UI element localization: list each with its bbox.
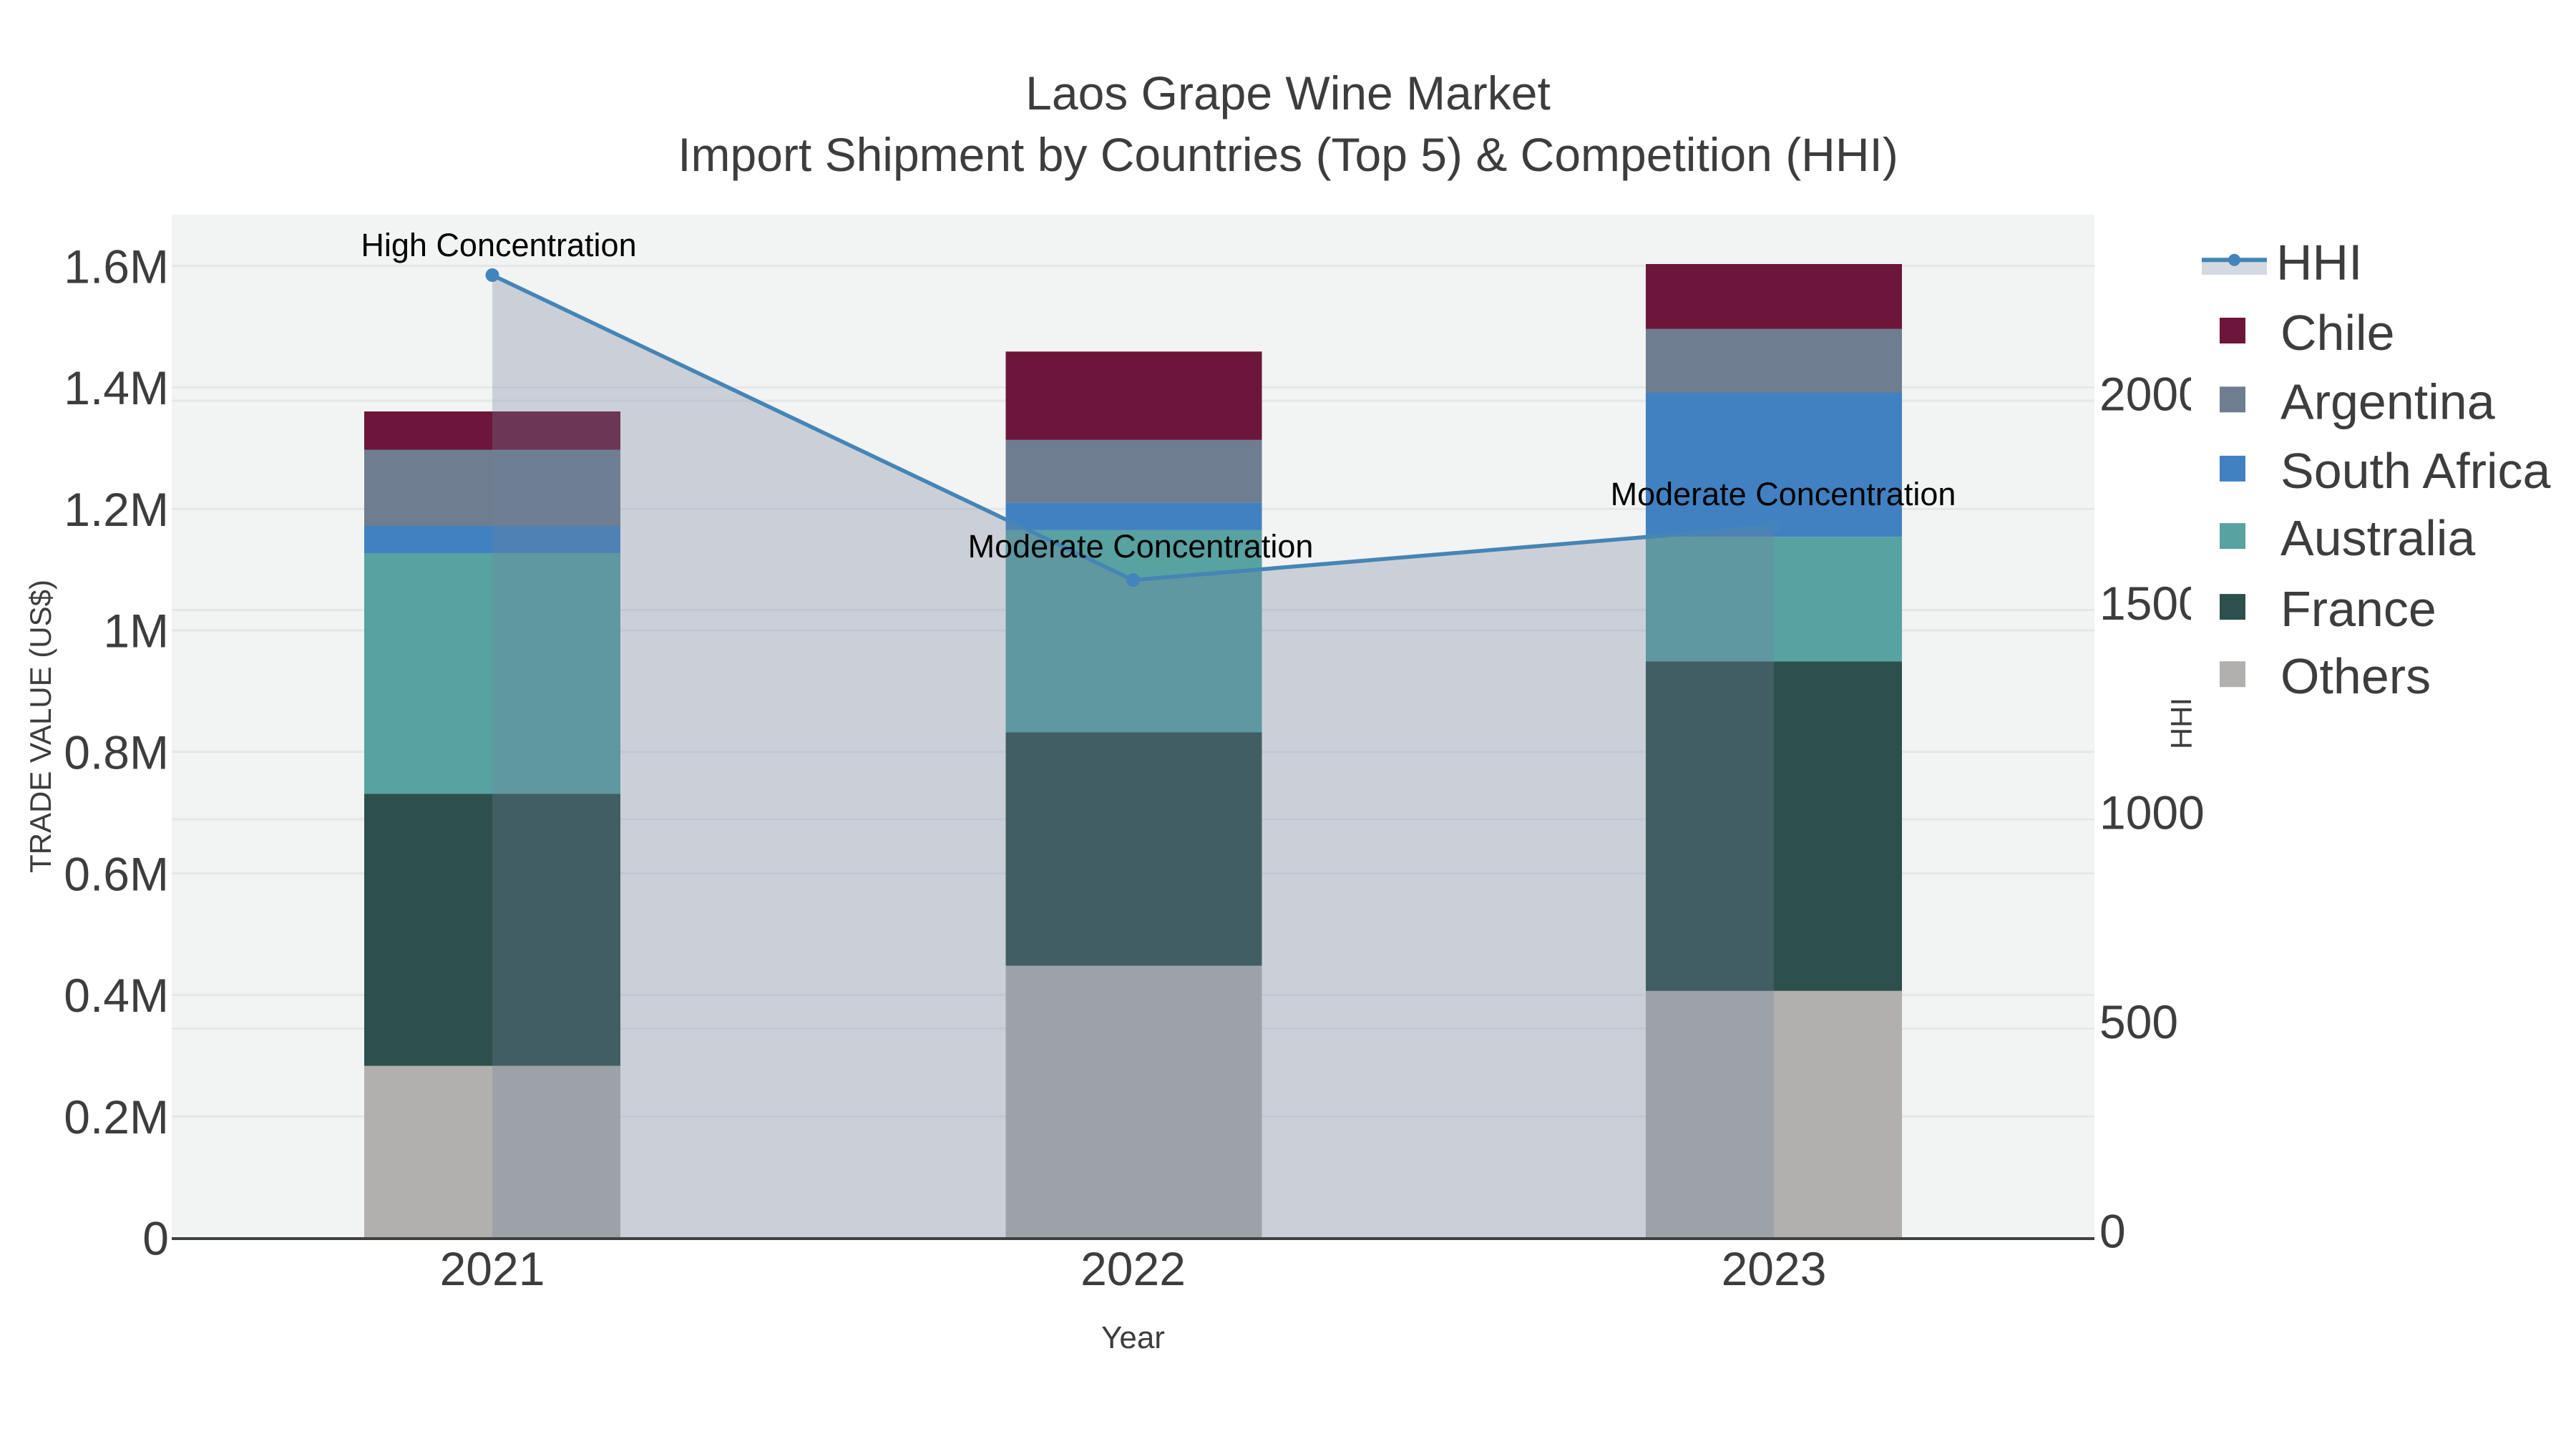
svg-text:0.6M: 0.6M (64, 847, 169, 900)
svg-text:0: 0 (2099, 1205, 2126, 1258)
svg-text:Australia: Australia (2280, 510, 2475, 566)
svg-text:Argentina: Argentina (2280, 374, 2495, 429)
svg-text:TRADE VALUE (US$): TRADE VALUE (US$) (24, 580, 57, 873)
svg-text:2022: 2022 (1080, 1242, 1186, 1295)
svg-text:Year: Year (1101, 1320, 1165, 1355)
svg-text:HHI: HHI (2165, 698, 2198, 749)
svg-text:Moderate Concentration: Moderate Concentration (1611, 476, 1956, 512)
svg-text:0.4M: 0.4M (64, 969, 169, 1022)
svg-text:0: 0 (142, 1212, 169, 1265)
svg-text:0.2M: 0.2M (64, 1091, 169, 1143)
svg-text:2023: 2023 (1722, 1242, 1827, 1295)
svg-text:1M: 1M (103, 605, 169, 658)
svg-text:France: France (2280, 581, 2436, 637)
svg-text:High Concentration: High Concentration (361, 227, 636, 263)
svg-text:500: 500 (2099, 995, 2178, 1048)
svg-text:Moderate Concentration: Moderate Concentration (968, 528, 1314, 565)
svg-text:Chile: Chile (2280, 305, 2395, 361)
svg-text:1000: 1000 (2099, 786, 2205, 839)
svg-text:Import Shipment by Countries (: Import Shipment by Countries (Top 5) & C… (678, 128, 1898, 181)
svg-text:1.2M: 1.2M (64, 483, 169, 536)
svg-text:Laos Grape Wine Market: Laos Grape Wine Market (1025, 67, 1551, 119)
svg-text:2000: 2000 (2099, 368, 2205, 421)
svg-text:HHI: HHI (2276, 234, 2363, 290)
svg-text:1.4M: 1.4M (64, 361, 169, 414)
svg-text:0.8M: 0.8M (64, 726, 169, 779)
svg-text:Others: Others (2280, 648, 2431, 704)
svg-text:1500: 1500 (2099, 577, 2205, 630)
svg-text:1.6M: 1.6M (64, 240, 169, 293)
svg-text:2021: 2021 (440, 1242, 545, 1295)
svg-text:South Africa: South Africa (2280, 443, 2551, 499)
